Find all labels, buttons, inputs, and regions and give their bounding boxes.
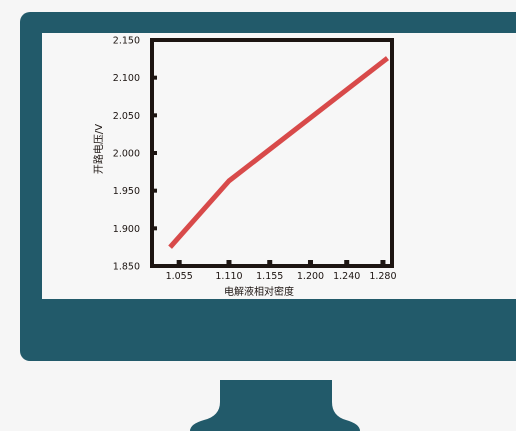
x-tick-label: 1.155 bbox=[256, 271, 283, 282]
y-axis-label: 开路电压/V bbox=[92, 124, 105, 174]
x-tick-label: 1.110 bbox=[215, 271, 242, 282]
y-tick-label: 2.050 bbox=[113, 111, 140, 122]
y-tick-label: 2.150 bbox=[113, 36, 140, 47]
chart-ticks: 1.850 1.900 1.950 2.000 2.050 2.100 2.150 1.055… bbox=[113, 36, 397, 283]
y-tick-label: 1.950 bbox=[113, 186, 140, 197]
x-tick-label: 1.240 bbox=[333, 271, 360, 282]
x-axis-label: 电解液相对密度 bbox=[224, 285, 294, 298]
chart-axes bbox=[150, 38, 394, 268]
y-tick-mark bbox=[153, 226, 157, 231]
y-tick-mark bbox=[153, 151, 157, 155]
y-tick-mark bbox=[153, 264, 157, 268]
x-tick-mark bbox=[344, 260, 350, 264]
line-chart: 1.850 1.900 1.950 2.000 2.050 2.100 2.150 1.055… bbox=[92, 36, 397, 299]
y-tick-label: 1.850 bbox=[113, 262, 140, 273]
chart-series bbox=[168, 56, 390, 249]
y-tick-label: 2.000 bbox=[113, 149, 140, 160]
x-tick-mark bbox=[176, 260, 182, 264]
y-tick-label: 1.900 bbox=[113, 224, 140, 235]
series-line bbox=[168, 56, 390, 249]
y-tick-mark bbox=[153, 38, 157, 42]
x-tick-mark bbox=[226, 260, 232, 264]
x-tick-label: 1.280 bbox=[369, 271, 396, 282]
plot-frame bbox=[150, 38, 394, 268]
monitor-screen: 1.850 1.900 1.950 2.000 2.050 2.100 2.150 1.055… bbox=[42, 33, 516, 299]
x-tick-label: 1.200 bbox=[297, 271, 324, 282]
x-tick-label: 1.055 bbox=[166, 271, 193, 282]
y-tick-label: 2.100 bbox=[113, 73, 140, 84]
x-tick-mark bbox=[307, 260, 313, 264]
x-tick-mark bbox=[267, 260, 273, 264]
y-tick-mark bbox=[153, 113, 157, 118]
monitor-stand bbox=[190, 380, 360, 431]
y-tick-mark bbox=[153, 188, 157, 193]
x-tick-mark bbox=[380, 260, 386, 264]
y-tick-mark bbox=[153, 75, 157, 80]
